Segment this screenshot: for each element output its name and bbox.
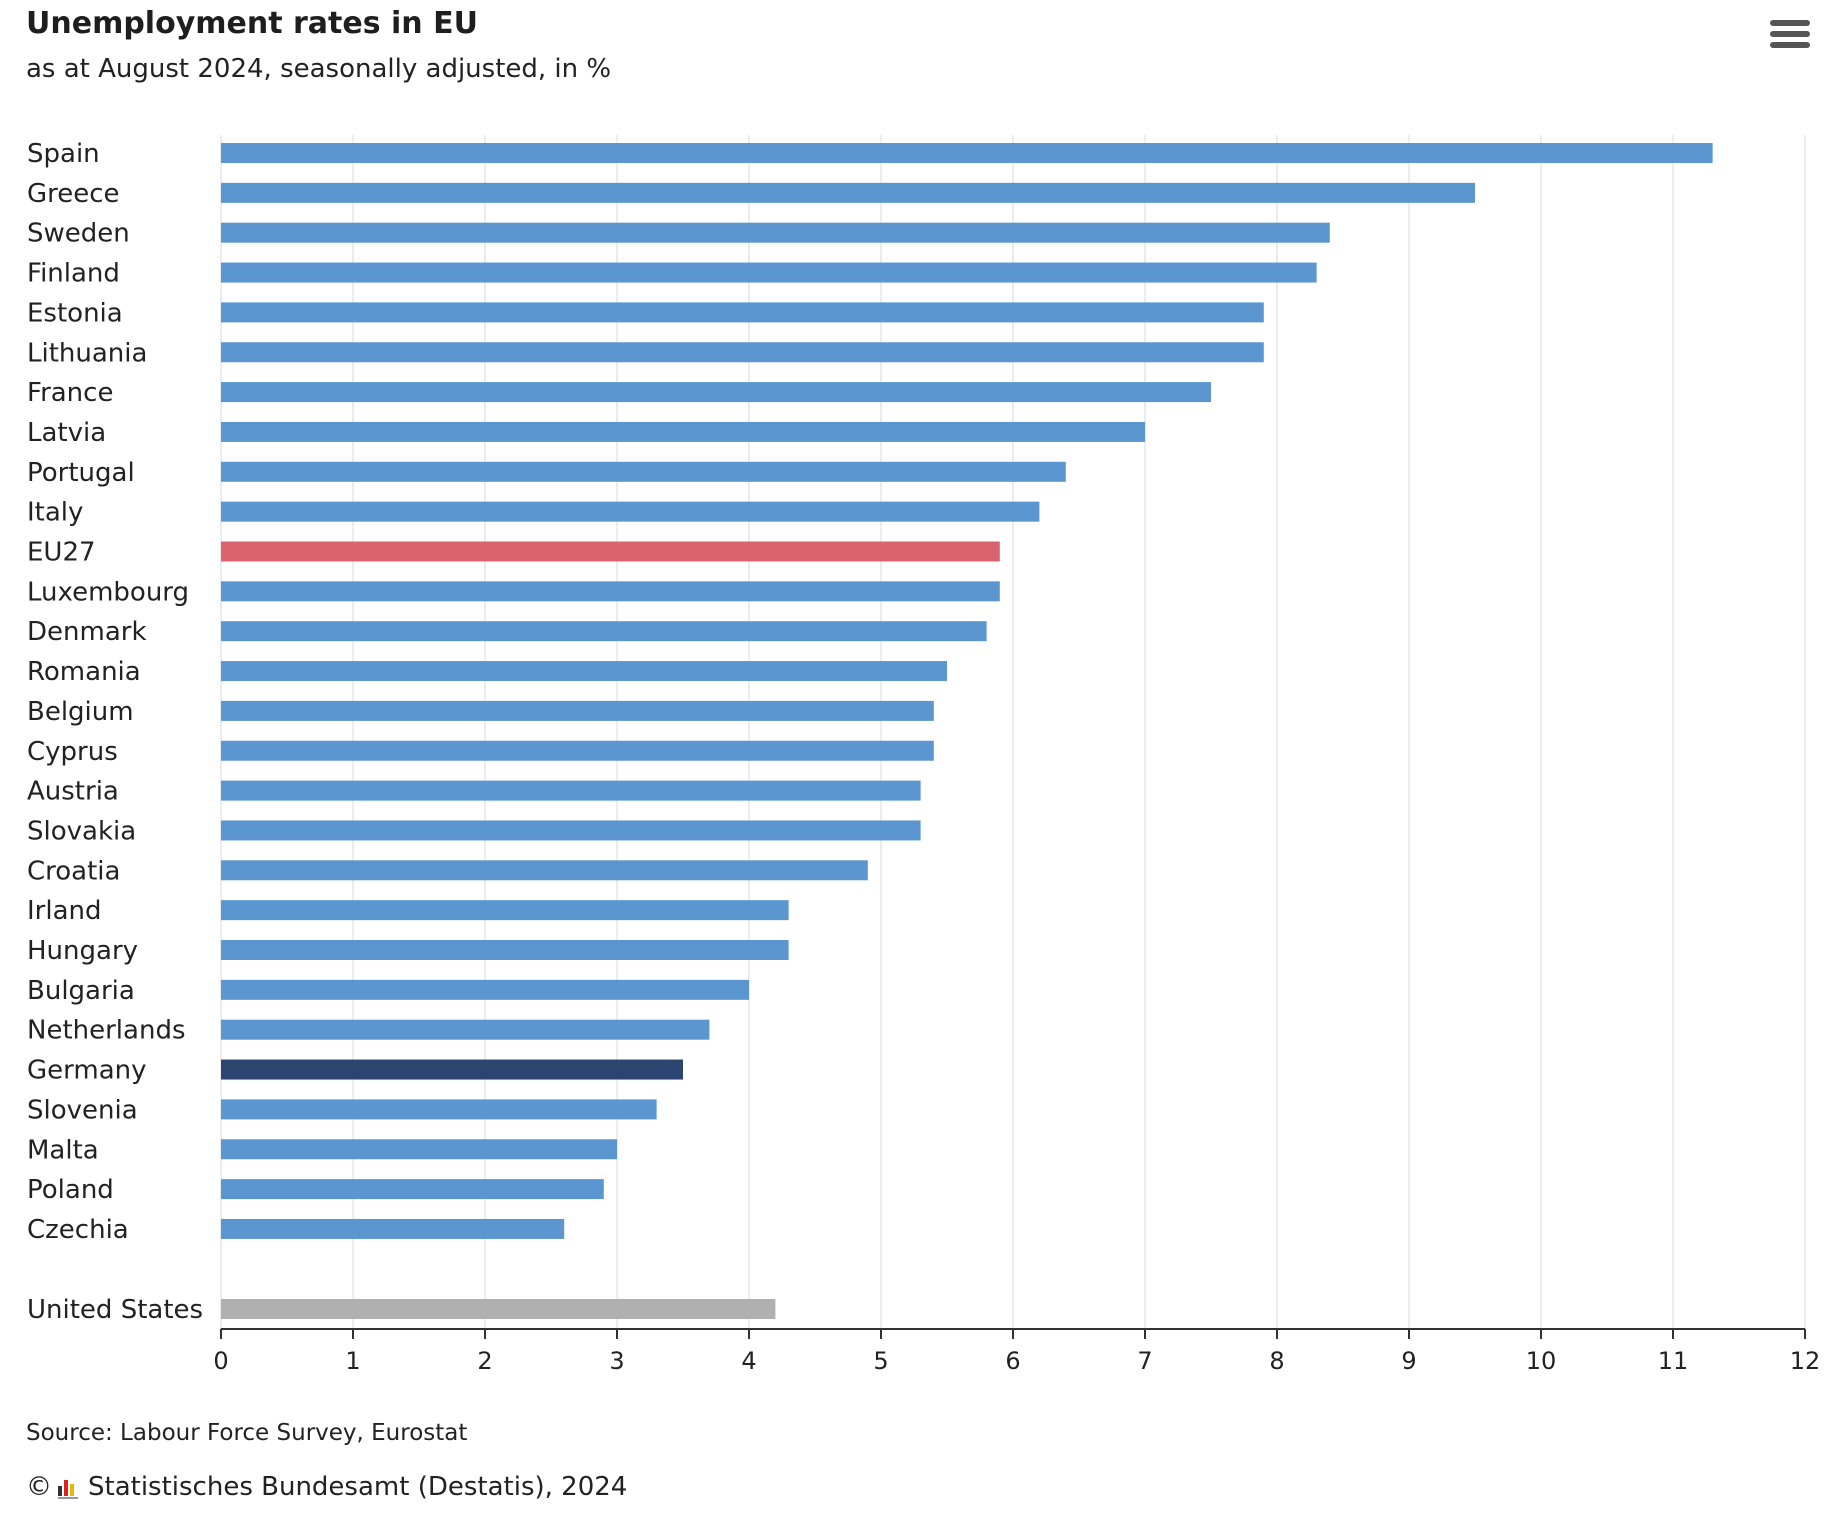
x-tick-label: 2 <box>477 1347 492 1375</box>
category-label: Austria <box>27 777 119 807</box>
hamburger-menu-icon[interactable] <box>1770 20 1810 54</box>
x-tick-label: 10 <box>1526 1347 1557 1375</box>
category-label: Portugal <box>27 458 135 488</box>
bar-chart: Spain Greece Sweden Finland Estonia Lithuania… <box>27 135 1821 1375</box>
x-tick-label: 6 <box>1005 1347 1020 1375</box>
bar <box>221 900 789 921</box>
bar <box>221 1099 657 1120</box>
x-tick-label: 5 <box>873 1347 888 1375</box>
category-label: Irland <box>27 896 102 926</box>
category-label: Spain <box>27 139 100 169</box>
category-label: Netherlands <box>27 1016 186 1046</box>
category-label: Denmark <box>27 617 147 647</box>
category-label: Romania <box>27 657 141 687</box>
bar <box>221 382 1211 403</box>
category-label: Latvia <box>27 418 106 448</box>
category-label: Italy <box>27 498 83 528</box>
bar <box>221 501 1040 522</box>
bar <box>221 342 1264 363</box>
bar <box>221 979 749 1000</box>
bar <box>221 541 1000 562</box>
chart-subtitle: as at August 2024, seasonally adjusted, … <box>26 54 612 84</box>
category-label: Luxembourg <box>27 577 189 607</box>
category-label: EU27 <box>27 538 96 568</box>
category-label: Belgium <box>27 697 134 727</box>
bar <box>221 940 789 960</box>
x-tick-label: 12 <box>1790 1347 1821 1375</box>
category-label: Cyprus <box>27 737 118 767</box>
x-tick-label: 4 <box>741 1347 756 1375</box>
category-label: Croatia <box>27 856 120 886</box>
category-label: Czechia <box>27 1215 129 1245</box>
destatis-logo-icon <box>58 1478 82 1499</box>
chart-title: Unemployment rates in EU <box>26 6 478 41</box>
bar <box>221 262 1317 283</box>
x-tick-label: 8 <box>1269 1347 1284 1375</box>
x-tick-label: 7 <box>1137 1347 1152 1375</box>
bar <box>221 581 1000 602</box>
bar <box>221 143 1713 163</box>
category-label: United States <box>27 1295 203 1325</box>
bar <box>221 182 1475 203</box>
x-tick-label: 11 <box>1658 1347 1689 1375</box>
category-label: Poland <box>27 1175 114 1205</box>
menu-line <box>1770 20 1810 26</box>
x-tick-label: 9 <box>1401 1347 1416 1375</box>
category-label: Hungary <box>27 936 138 966</box>
category-label: Greece <box>27 179 120 209</box>
bar <box>221 661 947 682</box>
bar <box>221 780 921 801</box>
menu-line <box>1770 31 1810 37</box>
category-label: Estonia <box>27 298 123 328</box>
bar <box>221 700 934 721</box>
category-label: France <box>27 378 113 408</box>
x-tick-label: 0 <box>213 1347 228 1375</box>
copyright-credit: © Statistisches Bundesamt (Destatis), 20… <box>26 1472 627 1502</box>
bar <box>221 1139 617 1160</box>
bar <box>221 860 868 881</box>
x-tick-label: 1 <box>345 1347 360 1375</box>
category-label: Sweden <box>27 219 130 249</box>
bar <box>221 621 987 642</box>
category-label: Malta <box>27 1135 99 1165</box>
bar <box>221 421 1145 442</box>
bar <box>221 461 1066 482</box>
category-label: Lithuania <box>27 338 147 368</box>
bar <box>221 1059 683 1080</box>
bar <box>221 222 1330 243</box>
category-label: Slovakia <box>27 816 136 846</box>
bar <box>221 740 934 761</box>
category-label: Bulgaria <box>27 976 135 1006</box>
bar <box>221 302 1264 323</box>
menu-line <box>1770 42 1810 48</box>
bar <box>221 1299 776 1319</box>
source-note: Source: Labour Force Survey, Eurostat <box>26 1420 468 1446</box>
copyright-symbol: © <box>26 1472 52 1502</box>
x-tick-label: 3 <box>609 1347 624 1375</box>
category-label: Finland <box>27 259 120 289</box>
bar <box>221 1218 565 1239</box>
category-label: Slovenia <box>27 1095 138 1125</box>
bar <box>221 1019 710 1040</box>
bar <box>221 820 921 841</box>
category-label: Germany <box>27 1056 147 1086</box>
bar <box>221 1179 604 1200</box>
credit-text: Statistisches Bundesamt (Destatis), 2024 <box>88 1472 628 1502</box>
